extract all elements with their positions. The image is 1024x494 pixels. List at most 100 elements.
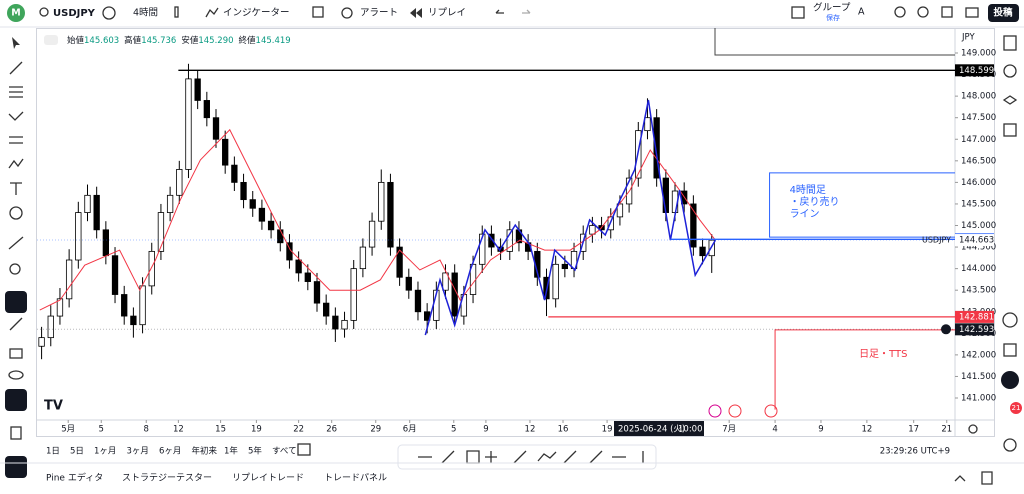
- x-tick-label: 6月: [403, 425, 417, 435]
- legend-label: 高値: [124, 35, 142, 46]
- tab[interactable]: Pine エディタ: [46, 472, 103, 484]
- range-button[interactable]: 1年: [224, 446, 238, 457]
- legend-toggle[interactable]: [44, 35, 58, 45]
- candle-body: [589, 225, 596, 235]
- range-button[interactable]: 6ヶ月: [159, 447, 181, 457]
- range-button[interactable]: 5日: [70, 447, 84, 457]
- tab[interactable]: ストラテジーテスター: [122, 473, 212, 484]
- chart-style[interactable]: [174, 6, 179, 18]
- post-label: 投稿: [993, 7, 1013, 19]
- range-button[interactable]: 1日: [46, 447, 60, 457]
- candle-body: [277, 229, 284, 244]
- fullscreen[interactable]: [941, 6, 953, 18]
- fib-tool[interactable]: [9, 86, 23, 98]
- settings[interactable]: [917, 6, 929, 18]
- add-button[interactable]: [941, 324, 951, 335]
- icon-tool[interactable]: [9, 206, 23, 220]
- layout-icon[interactable]: [791, 6, 805, 19]
- trash[interactable]: [10, 426, 22, 440]
- range-button[interactable]: 1ヶ月: [94, 447, 116, 457]
- replay-icon: [410, 8, 422, 18]
- left-toolbar: [5, 37, 27, 478]
- undo[interactable]: [495, 9, 504, 14]
- avatar[interactable]: [7, 4, 25, 22]
- x-tick-label: 12: [173, 425, 184, 435]
- visibility[interactable]: [8, 370, 24, 380]
- link[interactable]: [5, 389, 27, 411]
- event-icon[interactable]: [764, 404, 778, 418]
- crosshair-time: [614, 421, 704, 436]
- x-tick-label: 22: [293, 425, 304, 435]
- save[interactable]: 保存: [826, 13, 840, 22]
- date-range[interactable]: [297, 443, 311, 456]
- indicator-icon: [205, 7, 219, 18]
- x-tick-label: 12: [861, 425, 872, 435]
- watchlist[interactable]: [1003, 35, 1017, 51]
- symbol[interactable]: USDJPY: [53, 8, 96, 19]
- group[interactable]: グループ: [813, 2, 851, 14]
- price-tag: [955, 234, 994, 247]
- candle-body: [194, 78, 201, 101]
- chat[interactable]: [1003, 438, 1017, 452]
- event-icon[interactable]: [728, 404, 742, 418]
- cursor-tool[interactable]: [12, 37, 20, 49]
- zoom[interactable]: [9, 263, 21, 275]
- lock[interactable]: [9, 348, 23, 359]
- avatar-letter: M: [11, 8, 20, 19]
- annotation-text: 4時間足: [790, 184, 826, 196]
- interval[interactable]: 4時間: [133, 8, 158, 19]
- tool-a[interactable]: [1002, 312, 1018, 328]
- add-symbol[interactable]: [102, 6, 116, 20]
- tab[interactable]: トレードパネル: [324, 473, 387, 484]
- candle-body: [166, 194, 174, 213]
- draw-mode[interactable]: [9, 317, 23, 331]
- candle-body: [506, 229, 513, 252]
- x-tick-label: 9: [483, 425, 488, 435]
- redo[interactable]: [522, 9, 531, 14]
- ruler[interactable]: [8, 236, 24, 250]
- y-tick-label: 145.000: [961, 221, 996, 231]
- panel-controls[interactable]: [954, 471, 993, 485]
- range-button[interactable]: 年初来: [192, 446, 218, 457]
- range-button[interactable]: 3ヶ月: [127, 447, 149, 457]
- axis-unit: JPY: [961, 33, 975, 43]
- snapshot[interactable]: [965, 7, 979, 18]
- alert-icon: [341, 7, 353, 19]
- candle-body: [653, 117, 660, 179]
- axis-settings[interactable]: [968, 424, 978, 434]
- magnet[interactable]: [5, 291, 27, 313]
- range-button[interactable]: 5年: [248, 446, 262, 457]
- search-icon: [39, 7, 49, 17]
- favorites[interactable]: [5, 456, 27, 478]
- icon[interactable]: [894, 6, 906, 18]
- news[interactable]: [1003, 123, 1017, 137]
- tool-c[interactable]: [1001, 371, 1019, 389]
- candle-body: [699, 246, 706, 257]
- font-button[interactable]: A: [858, 7, 865, 18]
- line-series: [39, 128, 716, 311]
- x-tick-label: 4: [772, 425, 777, 435]
- legend-label: 始値: [67, 35, 85, 46]
- candle-body: [323, 302, 330, 317]
- line-tool[interactable]: [9, 61, 23, 75]
- y-tick-label: 146.500: [961, 156, 996, 166]
- event-icon[interactable]: [708, 404, 722, 418]
- layouts[interactable]: [312, 6, 324, 18]
- alert[interactable]: アラート: [360, 8, 398, 19]
- tab[interactable]: リプレイトレード: [232, 473, 304, 484]
- layers[interactable]: [1002, 95, 1018, 105]
- forecast-tool[interactable]: [9, 136, 23, 144]
- range-button[interactable]: すべて: [272, 447, 297, 457]
- tool-b[interactable]: [1003, 343, 1017, 357]
- candle-body: [350, 268, 357, 321]
- range-bar: 1日 5日 1ヶ月 3ヶ月 6ヶ月 年初来 1年 5年 すべて: [46, 446, 297, 457]
- x-tick-label: 29: [370, 425, 381, 435]
- alerts-panel[interactable]: [1003, 64, 1017, 78]
- replay[interactable]: リプレイ: [428, 8, 466, 19]
- crosshair-hour: 10:00: [678, 425, 703, 435]
- brush-tool[interactable]: [8, 158, 24, 169]
- indicators[interactable]: インジケーター: [223, 8, 290, 19]
- post-button[interactable]: [988, 4, 1019, 22]
- text-tool[interactable]: [10, 182, 22, 195]
- pattern-tool[interactable]: [8, 111, 24, 121]
